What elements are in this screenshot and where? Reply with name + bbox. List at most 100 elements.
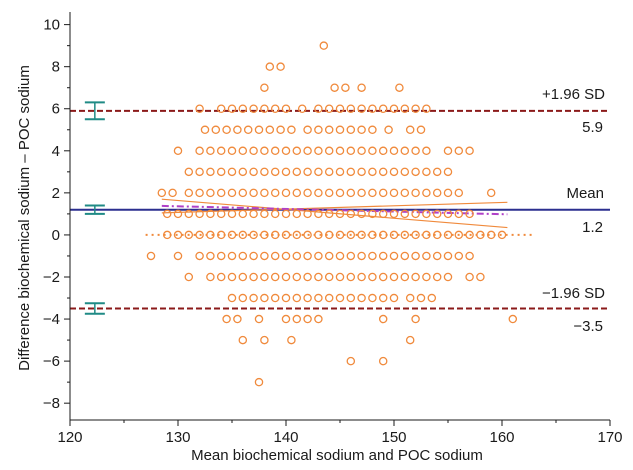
data-point xyxy=(389,251,399,261)
data-point xyxy=(287,125,296,135)
data-point xyxy=(260,188,269,198)
data-point xyxy=(357,125,366,135)
data-point xyxy=(416,125,426,135)
data-point xyxy=(211,125,221,135)
data-point xyxy=(238,104,248,113)
data-point xyxy=(335,230,345,240)
data-point xyxy=(276,125,285,135)
x-tick-label: 150 xyxy=(381,429,406,446)
data-point xyxy=(314,104,323,113)
data-point xyxy=(227,230,237,240)
data-point xyxy=(346,209,356,219)
x-tick-label: 120 xyxy=(57,429,82,446)
data-point xyxy=(486,230,496,240)
data-point xyxy=(314,314,323,324)
data-point xyxy=(411,188,420,198)
data-point xyxy=(200,125,210,135)
ci-bar xyxy=(84,204,105,215)
data-point xyxy=(335,146,345,156)
data-point xyxy=(346,230,356,240)
data-point xyxy=(184,209,194,219)
data-point xyxy=(357,272,366,282)
data-point xyxy=(465,272,474,282)
data-point xyxy=(303,272,312,282)
data-point xyxy=(422,104,431,113)
data-point xyxy=(324,125,334,135)
data-point xyxy=(303,230,312,240)
data-point xyxy=(357,188,366,198)
data-point xyxy=(389,230,399,240)
data-point xyxy=(173,230,183,240)
data-point xyxy=(227,104,237,113)
data-point xyxy=(443,209,453,219)
data-point xyxy=(422,230,431,240)
data-point xyxy=(368,251,377,261)
data-point xyxy=(270,272,280,282)
data-point xyxy=(292,251,302,261)
data-point xyxy=(216,146,226,156)
data-point xyxy=(216,209,226,219)
data-point xyxy=(368,293,377,303)
data-point xyxy=(303,251,312,261)
data-point xyxy=(368,146,377,156)
data-point xyxy=(335,251,345,261)
data-point xyxy=(168,188,177,198)
data-point xyxy=(346,125,356,135)
data-point xyxy=(465,251,474,261)
data-point xyxy=(378,146,388,156)
data-point xyxy=(465,209,474,219)
data-point xyxy=(222,314,231,324)
data-point xyxy=(260,146,269,156)
data-point xyxy=(184,272,194,282)
data-point xyxy=(216,104,226,113)
data-point xyxy=(281,167,291,177)
data-point xyxy=(281,188,291,198)
data-point xyxy=(249,209,258,219)
data-point xyxy=(281,272,291,282)
data-point xyxy=(287,335,296,345)
y-tick-label: 10 xyxy=(43,17,60,34)
data-point xyxy=(260,209,269,219)
data-point xyxy=(249,293,258,303)
data-point xyxy=(206,188,215,198)
data-point xyxy=(368,209,377,219)
data-point xyxy=(195,188,204,198)
data-point xyxy=(335,167,345,177)
data-point xyxy=(292,314,302,324)
data-point xyxy=(454,209,464,219)
data-point xyxy=(281,293,291,303)
data-point xyxy=(249,272,258,282)
lower-sd-value: −3.5 xyxy=(573,318,603,335)
data-point xyxy=(265,125,275,135)
data-point xyxy=(227,146,237,156)
data-point xyxy=(238,272,248,282)
data-point xyxy=(249,251,258,261)
x-tick-label: 160 xyxy=(489,429,514,446)
data-point xyxy=(400,209,410,219)
data-point xyxy=(324,293,334,303)
data-point xyxy=(422,146,431,156)
data-point xyxy=(378,251,388,261)
data-point xyxy=(303,293,312,303)
data-point xyxy=(238,230,248,240)
data-point xyxy=(400,272,410,282)
data-point xyxy=(216,167,226,177)
data-point xyxy=(292,293,302,303)
data-point xyxy=(443,188,453,198)
data-point xyxy=(357,167,366,177)
data-point xyxy=(227,209,237,219)
data-point xyxy=(281,251,291,261)
data-point xyxy=(206,167,215,177)
ci-bar xyxy=(84,101,105,121)
data-point xyxy=(292,272,302,282)
data-point xyxy=(314,125,323,135)
data-point xyxy=(297,104,307,113)
data-point xyxy=(243,125,253,135)
data-point xyxy=(292,209,302,219)
data-point xyxy=(249,188,258,198)
data-point xyxy=(238,293,248,303)
data-point xyxy=(422,272,431,282)
data-point xyxy=(238,335,248,345)
data-point xyxy=(260,167,269,177)
data-point xyxy=(357,293,366,303)
